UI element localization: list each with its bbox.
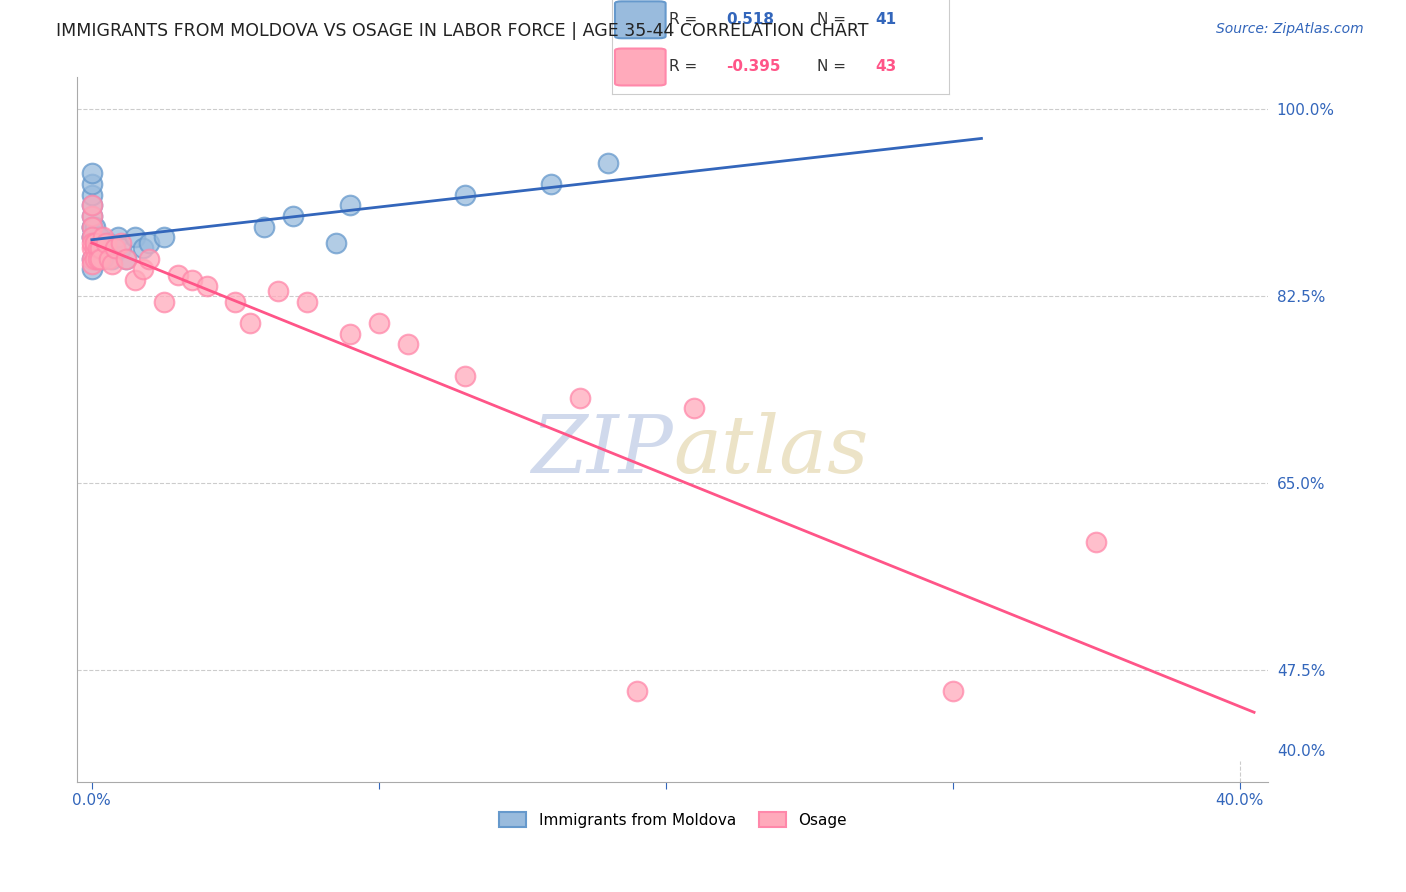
Point (683, 401, 706, 416)
Point (80, 219, 103, 234)
Point (80, 209, 103, 223)
Point (115, 252, 138, 266)
Point (1085, 534, 1108, 549)
Point (83, 252, 105, 266)
Point (80, 241, 103, 255)
Point (80, 252, 103, 266)
Point (86, 241, 108, 255)
Point (367, 316, 389, 330)
Point (80, 230, 103, 244)
Point (138, 235, 160, 250)
Point (80, 166, 103, 180)
Point (295, 294, 318, 309)
Point (454, 187, 477, 202)
Point (80, 198, 103, 212)
Point (152, 230, 174, 244)
Point (138, 252, 160, 266)
Point (224, 294, 246, 309)
Point (80, 230, 103, 244)
Text: R =: R = (669, 12, 697, 28)
Point (239, 316, 262, 330)
Point (83, 235, 105, 250)
Point (267, 284, 290, 298)
Point (396, 337, 419, 351)
Text: -0.395: -0.395 (727, 60, 780, 75)
Point (132, 241, 155, 255)
Point (195, 278, 218, 293)
Point (626, 684, 648, 698)
Point (83, 235, 105, 250)
Point (152, 294, 174, 309)
Point (91, 252, 114, 266)
Point (80, 257, 103, 271)
Point (325, 235, 347, 250)
Point (253, 219, 276, 234)
Point (101, 252, 124, 266)
Point (89, 241, 111, 255)
Point (339, 198, 361, 212)
Point (83, 230, 105, 244)
Point (83, 235, 105, 250)
Text: N =: N = (817, 60, 846, 75)
Text: IMMIGRANTS FROM MOLDOVA VS OSAGE IN LABOR FORCE | AGE 35-44 CORRELATION CHART: IMMIGRANTS FROM MOLDOVA VS OSAGE IN LABO… (56, 22, 869, 40)
Point (86, 230, 108, 244)
Point (80, 209, 103, 223)
Point (91, 241, 114, 255)
Point (281, 209, 304, 223)
Point (80, 177, 103, 191)
Point (181, 273, 204, 287)
Point (80, 235, 103, 250)
Text: N =: N = (817, 12, 846, 28)
Text: 41: 41 (875, 12, 896, 28)
Point (89, 252, 111, 266)
Point (86, 252, 108, 266)
Point (89, 241, 111, 255)
Point (83, 252, 105, 266)
Point (540, 177, 562, 191)
Point (598, 156, 620, 170)
Point (91, 230, 114, 244)
Point (104, 241, 127, 255)
Point (454, 369, 477, 384)
Point (83, 241, 105, 255)
Point (132, 262, 155, 277)
Text: atlas: atlas (673, 412, 869, 490)
Point (339, 326, 361, 341)
Point (107, 230, 129, 244)
Point (104, 241, 127, 255)
Point (568, 391, 591, 405)
Point (80, 219, 103, 234)
Point (86, 241, 108, 255)
Legend: Immigrants from Moldova, Osage: Immigrants from Moldova, Osage (492, 805, 853, 834)
Point (124, 273, 146, 287)
Point (110, 235, 132, 250)
Point (83, 219, 105, 234)
Text: ZIP: ZIP (531, 412, 673, 490)
FancyBboxPatch shape (614, 48, 665, 86)
Point (101, 257, 124, 271)
Point (96, 235, 118, 250)
Point (96, 241, 118, 255)
Text: 43: 43 (875, 60, 896, 75)
Point (115, 252, 138, 266)
Point (98, 235, 121, 250)
Point (942, 684, 965, 698)
Point (80, 198, 103, 212)
FancyBboxPatch shape (614, 2, 665, 38)
Point (80, 219, 103, 234)
Text: Source: ZipAtlas.com: Source: ZipAtlas.com (1216, 22, 1364, 37)
Text: 0.518: 0.518 (727, 12, 775, 28)
Point (83, 241, 105, 255)
Text: R =: R = (669, 60, 697, 75)
Point (167, 268, 190, 282)
Point (80, 187, 103, 202)
Point (98, 252, 121, 266)
Point (89, 230, 111, 244)
Point (80, 262, 103, 277)
Point (86, 252, 108, 266)
Point (124, 230, 146, 244)
Point (80, 230, 103, 244)
Point (110, 241, 132, 255)
Point (80, 252, 103, 266)
